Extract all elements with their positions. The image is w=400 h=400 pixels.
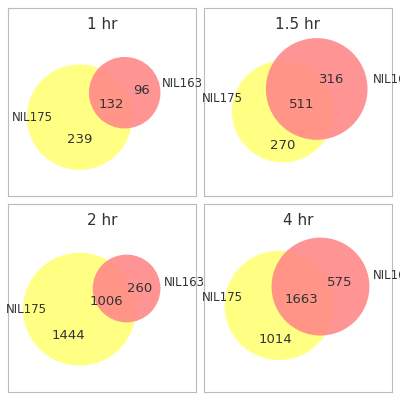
Text: 1006: 1006: [89, 295, 123, 308]
Text: NIL175: NIL175: [6, 303, 47, 316]
Circle shape: [27, 64, 132, 170]
Text: 260: 260: [127, 282, 152, 295]
Text: 132: 132: [99, 98, 124, 110]
Text: NIL163: NIL163: [373, 73, 400, 86]
Circle shape: [224, 251, 334, 360]
Text: 511: 511: [289, 98, 314, 110]
Text: 4 hr: 4 hr: [283, 213, 313, 228]
Text: NIL175: NIL175: [12, 111, 53, 124]
Text: NIL175: NIL175: [202, 92, 243, 105]
Circle shape: [23, 253, 136, 366]
Text: 1.5 hr: 1.5 hr: [275, 18, 320, 32]
Text: 2 hr: 2 hr: [87, 213, 117, 228]
Text: 575: 575: [326, 276, 352, 289]
Circle shape: [89, 57, 160, 128]
Text: 316: 316: [319, 73, 344, 86]
Text: NIL175: NIL175: [202, 291, 243, 304]
Text: 1014: 1014: [258, 333, 292, 346]
Text: NIL163: NIL163: [164, 276, 205, 289]
Text: NIL163: NIL163: [162, 77, 203, 90]
Text: 1663: 1663: [285, 293, 318, 306]
Text: 270: 270: [270, 139, 296, 152]
Circle shape: [232, 61, 334, 162]
Text: 96: 96: [133, 84, 150, 97]
Circle shape: [272, 238, 370, 336]
Text: NIL163: NIL163: [373, 269, 400, 282]
Circle shape: [93, 254, 160, 322]
Text: 239: 239: [67, 133, 92, 146]
Circle shape: [266, 38, 368, 140]
Text: 1444: 1444: [52, 329, 85, 342]
Text: 1 hr: 1 hr: [87, 18, 117, 32]
